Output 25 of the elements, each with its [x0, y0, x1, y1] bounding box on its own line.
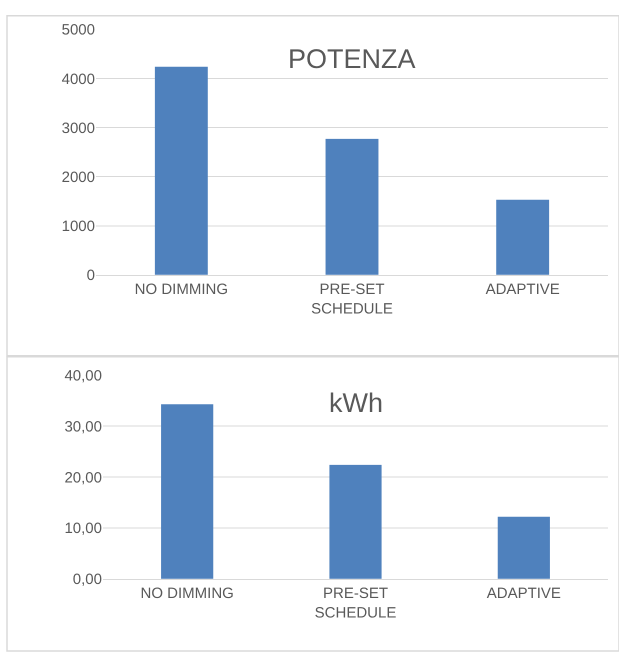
y-tick-label: 4000 [62, 70, 95, 88]
y-tick-label: 2000 [62, 168, 95, 186]
text: kWh [329, 388, 383, 418]
y-tick-label: 0,00 [72, 571, 102, 588]
y-tick-label: 20,00 [64, 469, 102, 486]
y-tick-label: 5000 [62, 22, 95, 39]
bar [326, 138, 378, 275]
bar [498, 516, 550, 579]
x-tick-label: ADAPTIVE [486, 280, 560, 298]
x-tick-label: ADAPTIVE [486, 584, 561, 602]
y-tick-label: 0 [86, 267, 95, 284]
y-tick-label: 1000 [62, 218, 95, 236]
bar [329, 464, 382, 579]
y-tick-label: 30,00 [64, 418, 102, 436]
y-tick-label: 10,00 [64, 520, 102, 538]
x-tick-label: PRE-SET SCHEDULE [311, 280, 393, 318]
text: POTENZA [288, 44, 416, 74]
x-tick-label: PRE-SET SCHEDULE [314, 584, 396, 622]
y-tick-label: 40,00 [64, 368, 102, 385]
bar [154, 66, 208, 275]
bar [496, 200, 550, 275]
bar [161, 404, 214, 579]
y-tick-label: 3000 [62, 120, 95, 137]
x-tick-label: NO DIMMING [140, 584, 234, 602]
x-tick-label: NO DIMMING [134, 280, 228, 298]
